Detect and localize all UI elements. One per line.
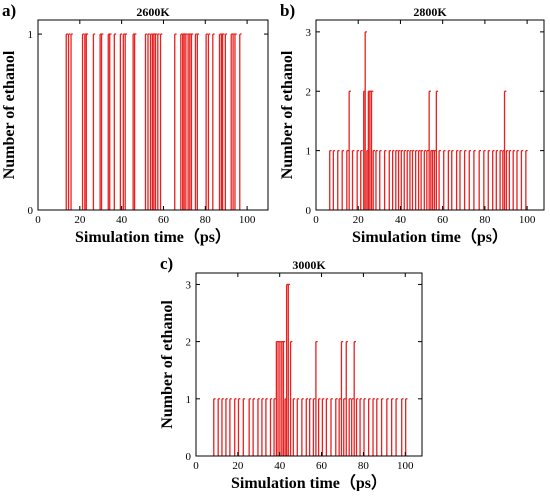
x-tick-label: 100 bbox=[239, 214, 256, 226]
x-axis-label: Simulation time（ps） bbox=[231, 474, 387, 491]
plot-frame bbox=[37, 19, 269, 211]
x-tick-label: 0 bbox=[313, 214, 319, 226]
y-tick-label: 2 bbox=[186, 337, 192, 349]
plot-frame bbox=[315, 19, 545, 211]
x-axis-label: Simulation time（ps） bbox=[352, 228, 508, 246]
x-tick-label: 20 bbox=[232, 460, 244, 472]
x-tick-label: 20 bbox=[74, 214, 86, 226]
y-tick-label: 2 bbox=[306, 86, 312, 98]
panel-title: 3000K bbox=[292, 258, 326, 272]
y-tick-label: 0 bbox=[306, 205, 312, 217]
x-tick-label: 40 bbox=[116, 214, 128, 226]
bars-b bbox=[329, 31, 528, 210]
plot-frame bbox=[195, 272, 423, 457]
y-tick-label: 3 bbox=[306, 27, 312, 39]
y-axis-label: Number of ethanol bbox=[1, 50, 18, 179]
y-tick-label: 3 bbox=[186, 279, 192, 291]
panel-b: 0 20 40 60 80 100 0 1 2 3 2800K b) Simulation time（p… bbox=[279, 1, 545, 246]
y-tick-label: 1 bbox=[28, 29, 34, 41]
x-tick-label: 80 bbox=[479, 214, 491, 226]
bars-c bbox=[213, 283, 408, 456]
x-tick-label: 100 bbox=[519, 214, 536, 226]
x-axis-label: Simulation time（ps） bbox=[75, 228, 231, 246]
y-axis-label: Number of ethanol bbox=[159, 300, 176, 429]
x-tick-label: 40 bbox=[395, 214, 407, 226]
y-tick-label: 0 bbox=[186, 451, 192, 463]
panel-label: a) bbox=[2, 1, 16, 20]
panel-label: c) bbox=[160, 254, 173, 273]
x-tick-label: 0 bbox=[35, 214, 41, 226]
panel-title: 2600K bbox=[136, 5, 170, 19]
x-tick-label: 0 bbox=[193, 460, 199, 472]
x-tick-label: 40 bbox=[274, 460, 286, 472]
panel-c: 0 20 40 60 80 100 0 1 2 3 3000K c) Simulation time（p… bbox=[159, 254, 423, 492]
y-tick-label: 1 bbox=[306, 146, 312, 158]
panel-a: 0 20 40 60 80 100 0 1 2600K a) Simulation time（ps）… bbox=[1, 1, 269, 246]
x-tick-label: 80 bbox=[200, 214, 212, 226]
panel-label: b) bbox=[280, 1, 295, 20]
y-axis-label: Number of ethanol bbox=[279, 50, 296, 179]
x-tick-label: 60 bbox=[158, 214, 170, 226]
panel-title: 2800K bbox=[413, 5, 447, 19]
x-tick-label: 60 bbox=[316, 460, 328, 472]
x-tick-label: 80 bbox=[358, 460, 370, 472]
x-tick-label: 60 bbox=[437, 214, 449, 226]
bars-a bbox=[65, 33, 242, 210]
x-tick-label: 100 bbox=[397, 460, 414, 472]
y-tick-label: 0 bbox=[28, 205, 34, 217]
y-tick-label: 1 bbox=[186, 394, 192, 406]
x-tick-label: 20 bbox=[353, 214, 365, 226]
